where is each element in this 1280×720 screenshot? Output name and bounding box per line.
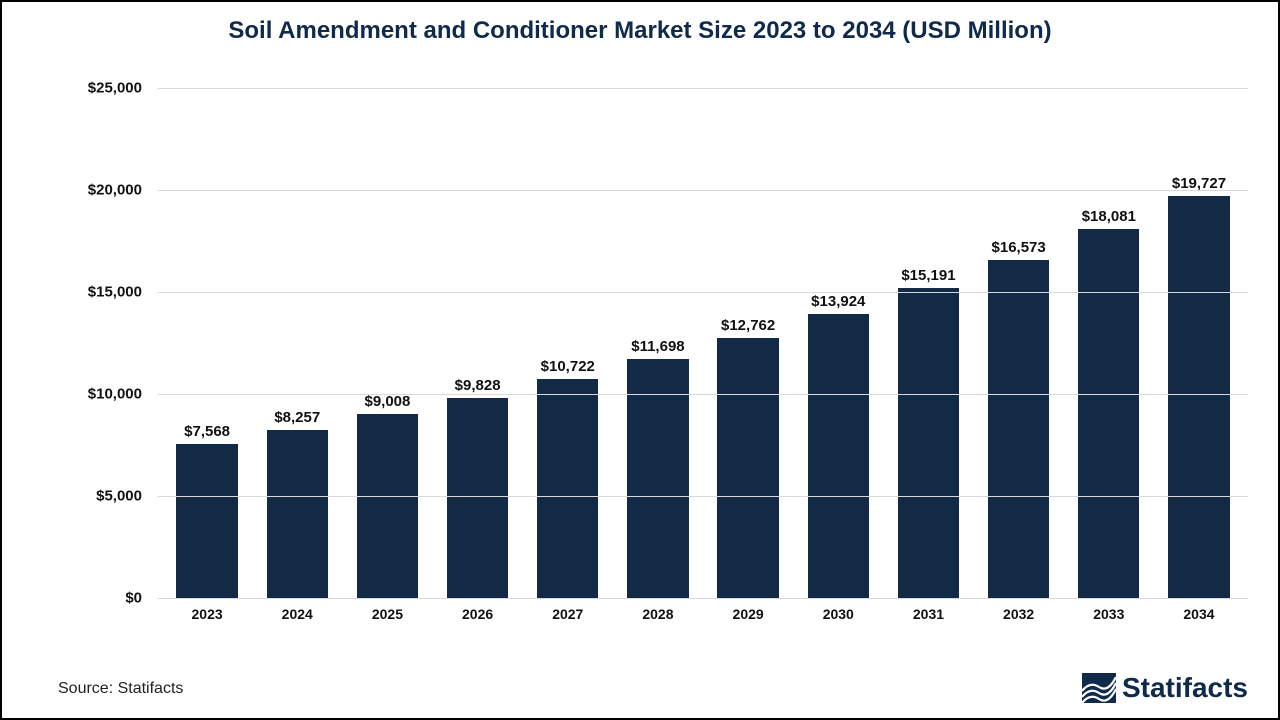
y-tick-label: $5,000 [58, 488, 148, 505]
bar-value-label: $10,722 [541, 358, 595, 375]
bar [447, 398, 508, 598]
brand-text: Statifacts [1122, 672, 1248, 704]
x-tick-label: 2033 [1064, 598, 1154, 638]
bar [537, 379, 598, 598]
brand-icon [1082, 673, 1116, 703]
bar-column: $18,081 [1064, 88, 1154, 598]
y-tick-label: $20,000 [58, 182, 148, 199]
x-tick-label: 2025 [342, 598, 432, 638]
plot-area: $7,568 $8,257 $9,008 $9,828 $10,722 $11,698 $1… [158, 88, 1248, 598]
bar-column: $13,924 [793, 88, 883, 598]
chart-title: Soil Amendment and Conditioner Market Si… [2, 2, 1278, 52]
gridline [158, 190, 1248, 191]
bar-column: $11,698 [613, 88, 703, 598]
x-axis: 2023202420252026202720282029203020312032… [158, 598, 1248, 638]
gridline [158, 292, 1248, 293]
bar [988, 260, 1049, 598]
y-tick-label: $25,000 [58, 80, 148, 97]
y-tick-label: $15,000 [58, 284, 148, 301]
bar-value-label: $9,828 [455, 377, 501, 394]
bar-column: $12,762 [703, 88, 793, 598]
bar-value-label: $13,924 [811, 293, 865, 310]
y-tick-label: $0 [58, 590, 148, 607]
x-tick-label: 2026 [433, 598, 523, 638]
bar-value-label: $8,257 [274, 409, 320, 426]
chart-area: $0$5,000$10,000$15,000$20,000$25,000 $7,… [58, 88, 1248, 638]
x-tick-label: 2023 [162, 598, 252, 638]
bar-value-label: $11,698 [631, 338, 684, 355]
x-tick-label: 2028 [613, 598, 703, 638]
x-tick-label: 2024 [252, 598, 342, 638]
source-text: Source: Statifacts [58, 680, 183, 698]
bar [717, 338, 778, 598]
x-tick-label: 2027 [523, 598, 613, 638]
bars-container: $7,568 $8,257 $9,008 $9,828 $10,722 $11,698 $1… [158, 88, 1248, 598]
x-tick-label: 2032 [974, 598, 1064, 638]
bar-column: $7,568 [162, 88, 252, 598]
bar-column: $9,828 [433, 88, 523, 598]
y-axis: $0$5,000$10,000$15,000$20,000$25,000 [58, 88, 148, 598]
bar [1078, 229, 1139, 598]
y-tick-label: $10,000 [58, 386, 148, 403]
bar-value-label: $7,568 [184, 423, 230, 440]
bar-column: $15,191 [883, 88, 973, 598]
bar-column: $9,008 [342, 88, 432, 598]
bar [627, 359, 688, 598]
bar-value-label: $15,191 [901, 267, 955, 284]
chart-frame: Soil Amendment and Conditioner Market Si… [0, 0, 1280, 720]
bar [898, 288, 959, 598]
bar [808, 314, 869, 598]
bar-column: $10,722 [523, 88, 613, 598]
bar-column: $8,257 [252, 88, 342, 598]
gridline [158, 394, 1248, 395]
bar-value-label: $18,081 [1082, 208, 1136, 225]
x-tick-label: 2029 [703, 598, 793, 638]
bar [176, 444, 237, 598]
bar-value-label: $12,762 [721, 317, 775, 334]
x-tick-label: 2031 [883, 598, 973, 638]
brand-logo: Statifacts [1082, 672, 1248, 704]
gridline [158, 496, 1248, 497]
bar-value-label: $9,008 [364, 393, 410, 410]
gridline [158, 88, 1248, 89]
bar-column: $16,573 [974, 88, 1064, 598]
bar [1168, 196, 1229, 598]
bar [357, 414, 418, 598]
bar [267, 430, 328, 598]
x-tick-label: 2034 [1154, 598, 1244, 638]
bar-value-label: $16,573 [992, 239, 1046, 256]
bar-column: $19,727 [1154, 88, 1244, 598]
x-tick-label: 2030 [793, 598, 883, 638]
